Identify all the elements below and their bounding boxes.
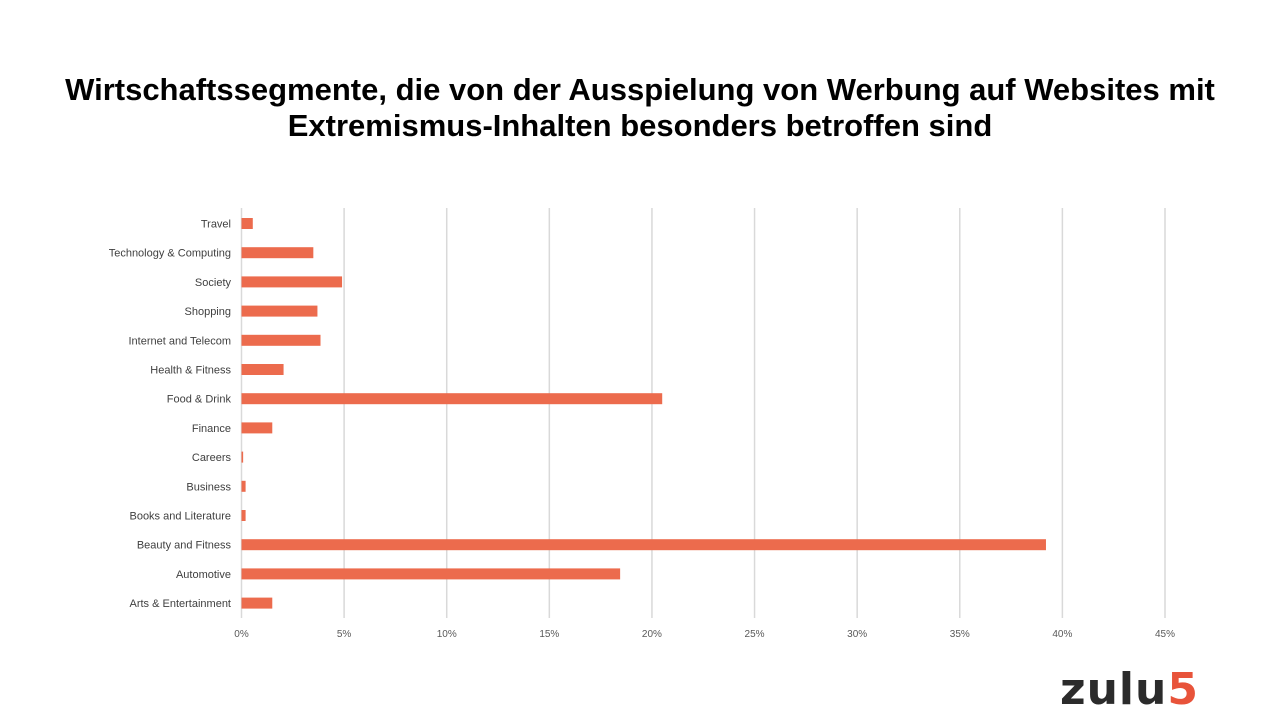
x-tick-label: 30% (847, 629, 867, 640)
bar (241, 334, 321, 346)
bar (241, 218, 253, 229)
y-category-label: Books and Literature (129, 511, 231, 523)
bar (241, 305, 318, 317)
x-tick-label: 25% (745, 629, 765, 640)
bar (241, 539, 1046, 551)
y-category-label: Health & Fitness (150, 365, 231, 377)
y-category-label: Finance (192, 423, 231, 435)
x-tick-label: 20% (642, 629, 662, 640)
y-category-label: Beauty and Fitness (137, 540, 232, 552)
bar (241, 451, 244, 463)
x-tick-label: 35% (950, 629, 970, 640)
y-category-label: Travel (201, 219, 231, 231)
x-tick-label: 15% (539, 629, 559, 640)
x-tick-label: 45% (1155, 629, 1175, 640)
x-tick-label: 10% (437, 629, 457, 640)
y-category-label: Society (195, 277, 232, 289)
bar (241, 247, 314, 259)
y-category-label: Technology & Computing (109, 248, 231, 260)
bar (241, 510, 246, 521)
x-tick-label: 5% (337, 629, 352, 640)
zulu5-logo: zulu5 (1060, 664, 1199, 715)
bar (241, 480, 246, 492)
chart-title: Wirtschaftssegmente, die von der Ausspie… (65, 72, 1215, 143)
bar (241, 422, 273, 434)
y-category-label: Internet and Telecom (128, 335, 231, 347)
bar (241, 364, 284, 375)
bar (241, 393, 663, 405)
y-category-label: Food & Drink (167, 394, 232, 406)
x-tick-label: 0% (234, 629, 249, 640)
bar (241, 568, 621, 580)
y-category-label: Careers (192, 452, 232, 464)
x-tick-label: 40% (1052, 629, 1072, 640)
bar (241, 276, 343, 288)
bar (241, 597, 273, 609)
y-category-label: Business (186, 481, 231, 493)
y-category-label: Automotive (176, 569, 231, 581)
y-category-label: Arts & Entertainment (130, 598, 232, 610)
y-category-label: Shopping (185, 306, 232, 318)
